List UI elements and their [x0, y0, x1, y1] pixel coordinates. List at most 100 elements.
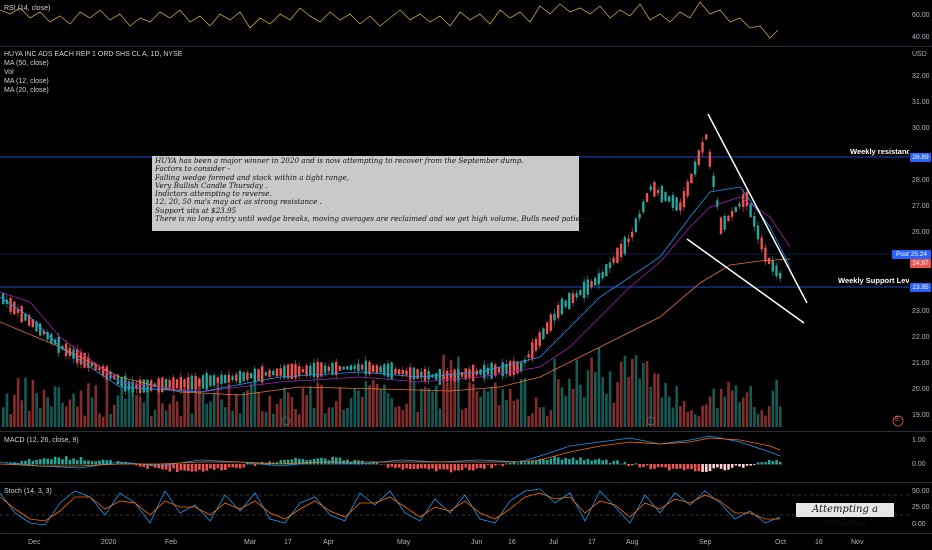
- candle-body: [557, 305, 560, 318]
- volume-bar: [298, 414, 301, 427]
- candle-body: [386, 363, 390, 378]
- macd-histogram-bar: [479, 464, 482, 469]
- candle-body: [224, 375, 227, 383]
- weekly-resistance-label: Weekly resistance: [850, 147, 909, 156]
- volume-bar: [594, 372, 597, 427]
- time-tick: Jun: [471, 539, 483, 546]
- volume-bars: [2, 347, 782, 427]
- volume-bar: [360, 396, 364, 427]
- macd-histogram-bar: [161, 464, 164, 470]
- candle-body: [756, 225, 760, 240]
- candle-body: [494, 364, 497, 376]
- candle-body: [745, 192, 749, 207]
- volume-bar: [597, 347, 601, 427]
- volume-bar: [46, 397, 49, 427]
- volume-bar: [453, 374, 456, 427]
- macd-histogram-bar: [505, 463, 508, 465]
- candle-body: [342, 366, 345, 370]
- macd-histogram-bar: [697, 464, 701, 472]
- macd-histogram-bar: [582, 460, 586, 465]
- volume-bar: [194, 378, 197, 427]
- volume-bar: [708, 396, 712, 427]
- candle-body: [46, 331, 49, 340]
- candle-body: [701, 142, 704, 153]
- volume-bar: [268, 395, 271, 427]
- candle-body: [216, 377, 219, 383]
- volume-bar: [135, 394, 138, 427]
- reversal-annotation[interactable]: Attempting a reversal: [796, 503, 894, 529]
- macd-histogram-bar: [312, 458, 316, 465]
- macd-histogram-bar: [623, 461, 627, 465]
- rsi-pane[interactable]: RSI (14, close): [0, 0, 909, 46]
- candle-body: [712, 175, 715, 188]
- stoch-tick: 25.00: [912, 504, 930, 511]
- macd-histogram-bar: [756, 462, 760, 465]
- pane-separator: [0, 431, 932, 432]
- macd-histogram-bar: [383, 463, 386, 465]
- candle-body: [719, 217, 723, 234]
- price-tick: 27.00: [912, 203, 930, 210]
- candle-body: [57, 336, 60, 353]
- analysis-note[interactable]: HUYA has been a major winner in 2020 and…: [152, 156, 595, 231]
- macd-histogram-bar: [642, 464, 645, 468]
- volume-bar: [323, 413, 327, 427]
- candle-body: [442, 374, 445, 380]
- earnings-marker-label[interactable]: E: [895, 417, 900, 423]
- candle-body: [649, 186, 652, 191]
- volume-bar: [412, 380, 416, 427]
- volume-bar: [375, 383, 379, 427]
- macd-pane[interactable]: MACD (12, 26, close, 9): [0, 432, 909, 482]
- macd-histogram-bar: [283, 459, 286, 465]
- volume-bar: [434, 385, 438, 427]
- macd-histogram-bar: [579, 457, 582, 465]
- volume-bar: [534, 397, 538, 427]
- price-tick: 21.00: [912, 360, 930, 367]
- candle-body: [571, 293, 575, 303]
- note-line: Factors to consider -: [155, 164, 230, 174]
- macd-histogram-bar: [375, 461, 379, 465]
- candle-body: [194, 375, 197, 389]
- macd-histogram-bar: [675, 464, 678, 469]
- price-pane[interactable]: HUYA INC ADS EACH REP 1 ORD SHS CL A, 1D…: [0, 47, 909, 431]
- volume-bar: [87, 383, 90, 427]
- candle-body: [738, 203, 741, 207]
- volume-bar: [224, 407, 227, 427]
- candle-body: [116, 374, 120, 384]
- volume-bar: [464, 407, 468, 427]
- macd-histogram-bar: [727, 464, 730, 470]
- candle-body: [623, 237, 626, 254]
- macd-histogram-bar: [668, 464, 671, 471]
- volume-bar: [20, 400, 24, 427]
- note-line: 12, 20, 50 ma's may act as strong resist…: [155, 197, 322, 207]
- stoch-pane[interactable]: Stoch (14, 3, 3): [0, 483, 909, 533]
- price-axis[interactable]: USD 32.00 31.00 30.00 28.00 27.00 26.00 …: [909, 47, 932, 431]
- volume-bar: [338, 387, 342, 427]
- macd-histogram-bar: [24, 460, 27, 465]
- candle-body: [597, 273, 601, 285]
- volume-bar: [72, 393, 75, 427]
- macd-histogram-bar: [405, 464, 408, 469]
- candle-body: [579, 290, 582, 296]
- volume-bar: [312, 407, 316, 427]
- last-price-tag: 24.97: [910, 259, 931, 268]
- candle-body: [468, 369, 471, 378]
- macd-histogram-bar: [557, 457, 560, 465]
- volume-bar: [416, 412, 419, 427]
- macd-histogram-bar: [534, 460, 538, 465]
- candle-body: [264, 372, 268, 376]
- volume-bar: [605, 393, 608, 427]
- macd-histogram-bar: [423, 464, 427, 469]
- time-axis[interactable]: Dec 2020 Feb Mar 17 Apr May Jun 16 Jul 1…: [0, 534, 932, 550]
- candle-body: [161, 377, 164, 393]
- macd-legend: MACD (12, 26, close, 9): [4, 437, 79, 444]
- volume-bar: [305, 395, 308, 427]
- volume-bar: [701, 405, 704, 427]
- rsi-axis: 60.00 40.00: [909, 0, 932, 46]
- macd-histogram-bar: [545, 459, 549, 465]
- volume-bar: [212, 392, 216, 427]
- macd-histogram-bar: [649, 464, 653, 470]
- time-tick: 2020: [101, 539, 117, 546]
- candle-body: [671, 194, 675, 208]
- price-tick: 28.00: [912, 177, 930, 184]
- candle-body: [316, 361, 319, 378]
